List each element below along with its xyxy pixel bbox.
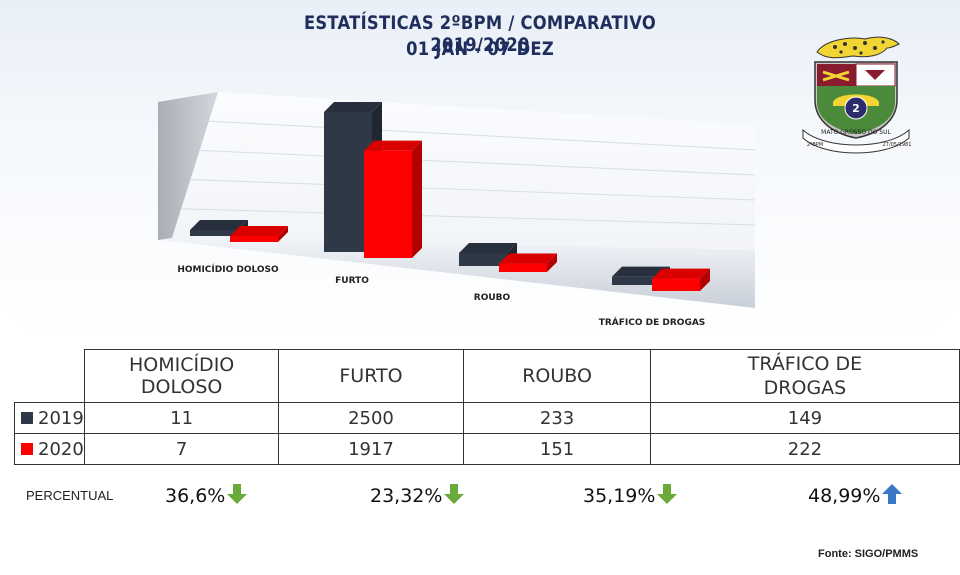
percentual-trafico: 48,99% xyxy=(808,483,903,507)
crest-right-text: 27/05/1981 xyxy=(883,142,912,148)
bar-chart-3d: HOMICÍDIO DOLOSO FURTO ROUBO TRÁFICO DE DRO… xyxy=(158,92,756,328)
chart-title: ESTATÍSTICAS 2ºBPM / COMPARATIVO 2019/20… xyxy=(303,12,657,56)
category-label: ROUBO xyxy=(474,293,511,303)
svg-text:2: 2 xyxy=(852,102,860,115)
bar-2020-2 xyxy=(499,253,557,272)
table-header-trafico: TRÁFICO DE DROGAS xyxy=(649,349,960,403)
legend-label-2020: 2020 xyxy=(38,438,84,460)
table-header-furto: FURTO xyxy=(277,349,465,403)
percentual-value: 36,6% xyxy=(165,485,226,507)
police-crest-logo: 2 MATO GROSSO DO SUL 2ºBPM 27/05/1981 xyxy=(802,36,912,154)
source-note: Fonte: SIGO/PMMS xyxy=(818,548,919,560)
percentual-roubo: 35,19% xyxy=(583,483,678,507)
arrow-down-green-icon xyxy=(227,484,248,504)
bar-2020-0 xyxy=(230,226,288,242)
arrow-up-blue-icon xyxy=(882,484,903,504)
table-row: 2020 7 1917 151 222 xyxy=(13,433,960,465)
chart-bars xyxy=(190,102,710,291)
data-table: HOMICÍDIO DOLOSO FURTO ROUBO TRÁFICO DE … xyxy=(13,349,960,465)
table-cell: 151 xyxy=(463,433,651,465)
chart-subtitle: 01 JAN - 07 DEZ xyxy=(406,38,554,60)
table-header-row: HOMICÍDIO DOLOSO FURTO ROUBO TRÁFICO DE … xyxy=(14,349,960,403)
crest-text: MATO GROSSO DO SUL xyxy=(821,129,891,136)
table-cell: 11 xyxy=(84,402,279,434)
category-label: FURTO xyxy=(335,276,369,286)
legend-label-2019: 2019 xyxy=(38,407,84,429)
legend-swatch-2019 xyxy=(21,411,33,424)
percentual-value: 23,32% xyxy=(370,485,443,507)
table-cell: 222 xyxy=(649,433,960,465)
category-label: TRÁFICO DE DROGAS xyxy=(599,316,706,328)
table-cell: 233 xyxy=(463,402,651,434)
percentual-value: 35,19% xyxy=(583,485,656,507)
bar-2019-2 xyxy=(459,242,517,266)
arrow-down-green-icon xyxy=(657,484,678,504)
table-header-roubo: ROUBO xyxy=(463,349,651,403)
bar-2020-1 xyxy=(364,140,422,258)
chart-walls xyxy=(158,92,756,308)
percentual-value: 48,99% xyxy=(808,485,881,507)
table-cell: 7 xyxy=(84,433,279,465)
chart-category-labels: HOMICÍDIO DOLOSO FURTO ROUBO TRÁFICO DE DRO… xyxy=(177,263,705,328)
percentual-furto: 23,32% xyxy=(370,483,465,507)
category-label: HOMICÍDIO DOLOSO xyxy=(177,263,279,275)
arrow-down-green-icon xyxy=(444,484,465,504)
table-corner-cell xyxy=(14,349,86,403)
legend-2019: 2019 xyxy=(13,402,86,434)
bar-2020-3 xyxy=(652,268,710,291)
percentual-homicidio: 36,6% xyxy=(165,483,248,507)
table-cell: 1917 xyxy=(277,433,465,465)
legend-2020: 2020 xyxy=(13,433,86,465)
table-cell: 2500 xyxy=(277,402,465,434)
percentual-label: PERCENTUAL xyxy=(26,488,114,503)
crest-left-text: 2ºBPM xyxy=(807,142,823,148)
table-row: 2019 11 2500 233 149 xyxy=(13,402,960,434)
table-cell: 149 xyxy=(649,402,960,434)
table-header-homicidio: HOMICÍDIO DOLOSO xyxy=(84,349,279,403)
legend-swatch-2020 xyxy=(21,442,33,455)
